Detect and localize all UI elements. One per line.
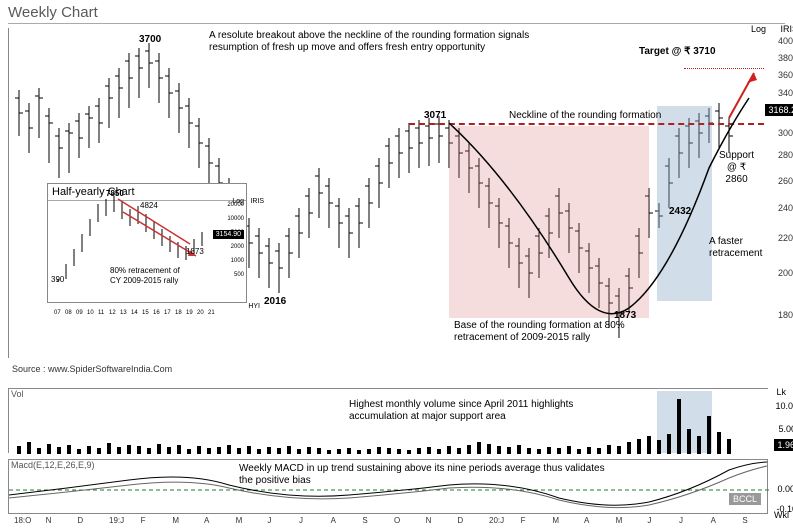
inset-price-tag: 3154.90 [213,230,244,239]
annotation-base: Base of the rounding formation at 80% re… [454,320,625,344]
x-label-wkl: Wkl [774,510,789,520]
source-text: Source : www.SpiderSoftwareIndia.Com [12,364,785,374]
vol-price-tag: 1.96 [774,439,793,451]
rounding-formation-shade [449,126,649,318]
price-3071: 3071 [424,110,446,121]
inset-390: 390 [51,275,65,284]
inset-1873: 1873 [186,247,204,256]
price-1873: 1873 [614,310,636,321]
divider [8,23,785,24]
target-dotted [684,68,764,69]
vol-tick-5: 5.00 [778,424,793,434]
main-price-chart: Log IRIS 4000380036003400320030002800260… [8,28,768,358]
macd-panel: Macd(E,12,E,26,E,9) Weekly MACD in up tr… [8,459,768,514]
neckline-dashed [409,123,764,125]
annotation-neckline: Neckline of the rounding formation [509,110,661,122]
volume-panel: Vol Highest monthly volume since April 2… [8,388,768,453]
inset-7850: 7850 [106,189,124,198]
annotation-vol: Highest monthly volume since April 2011 … [349,399,573,423]
faster-retracement-shade [657,106,712,301]
price-2016: 2016 [264,296,286,307]
inset-note: 80% retracement of CY 2009-2015 rally [110,266,180,285]
price-2432: 2432 [669,206,691,217]
price-3700: 3700 [139,34,161,45]
bccl-watermark: BCCL [729,493,761,505]
chart-title: Weekly Chart [8,4,785,21]
x-axis: 18:OND19:JFMAMJJASOND20:JFMAMJJAS [8,514,768,532]
inset-x-label: HYI [248,303,260,310]
inset-4824: 4824 [140,201,158,210]
annotation-macd: Weekly MACD in up trend sustaining above… [239,463,605,487]
inset-y-iris: IRIS [250,198,264,205]
y-label-iris: IRIS [780,24,793,34]
vol-lk: Lk [776,387,786,397]
annotation-target: Target @ ₹ 3710 [639,46,716,58]
annotation-breakout: A resolute breakout above the neckline o… [209,30,609,54]
annotation-faster: A faster retracement [709,236,762,260]
inset-halfyearly-chart: Half-yearly Chart 390 7850 4824 1873 80%… [47,183,247,303]
macd-tick-0: 0.00 [777,484,793,494]
current-price-tag: 3168.25 [765,104,793,116]
y-label-log: Log [751,24,766,34]
annotation-support: Support @ ₹ 2860 [719,150,754,186]
vol-tick-10: 10.00 [775,401,793,411]
